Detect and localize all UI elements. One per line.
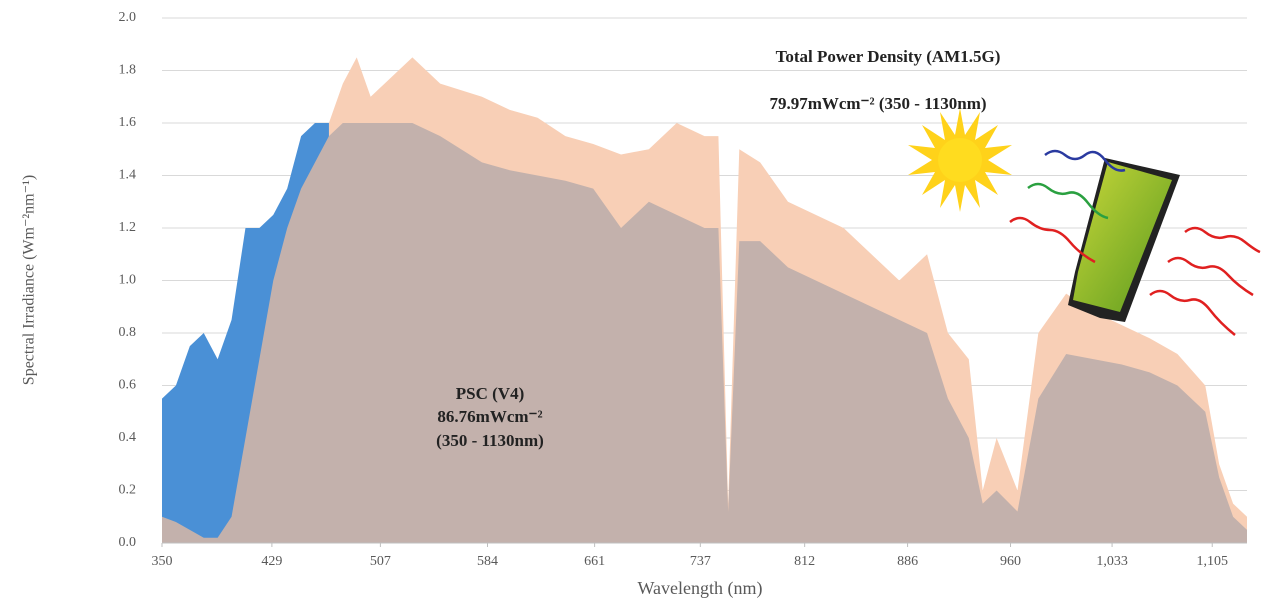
annotation: 86.76mWcm⁻² xyxy=(437,407,542,426)
y-tick-label: 2.0 xyxy=(119,10,137,25)
annotation: PSC (V4) xyxy=(456,384,524,403)
x-tick-label: 350 xyxy=(152,554,173,569)
y-tick-label: 1.6 xyxy=(119,115,137,130)
solar-cell-icon xyxy=(1068,158,1180,322)
y-tick-label: 1.4 xyxy=(119,168,137,183)
y-tick-label: 0.6 xyxy=(119,378,137,393)
x-tick-label: 737 xyxy=(690,554,711,569)
x-tick-label: 584 xyxy=(477,554,498,569)
y-tick-label: 0.8 xyxy=(119,325,137,340)
x-tick-label: 507 xyxy=(370,554,391,569)
page: {"chart_data": { "type": "area", "y_labe… xyxy=(0,0,1263,603)
y-tick-label: 1.0 xyxy=(119,273,137,288)
x-tick-label: 960 xyxy=(1000,554,1021,569)
x-tick-label: 429 xyxy=(261,554,282,569)
annotation: Total Power Density (AM1.5G) xyxy=(776,47,1001,66)
x-tick-label: 1,033 xyxy=(1096,554,1128,569)
y-tick-label: 0.4 xyxy=(119,430,137,445)
y-tick-label: 1.2 xyxy=(119,220,137,235)
y-tick-label: 0.0 xyxy=(119,535,137,550)
x-tick-label: 661 xyxy=(584,554,605,569)
x-tick-label: 1,105 xyxy=(1196,554,1228,569)
y-axis-title: Spectral Irradiance (Wm⁻²nm⁻¹) xyxy=(21,175,38,385)
x-tick-label: 812 xyxy=(794,554,815,569)
y-tick-label: 0.2 xyxy=(119,483,137,498)
x-tick-label: 886 xyxy=(897,554,918,569)
annotation: (350 - 1130nm) xyxy=(436,431,544,450)
annotation: 79.97mWcm⁻² (350 - 1130nm) xyxy=(769,94,986,113)
sun-icon xyxy=(908,108,1012,212)
x-axis-title: Wavelength (nm) xyxy=(637,578,762,599)
y-tick-label: 1.8 xyxy=(119,63,137,78)
chart: 0.0 0.2 0.4 0.6 0.8 1.0 1.2 1.4 1.6 1.8 2.0 350 429 5… xyxy=(0,0,1263,603)
